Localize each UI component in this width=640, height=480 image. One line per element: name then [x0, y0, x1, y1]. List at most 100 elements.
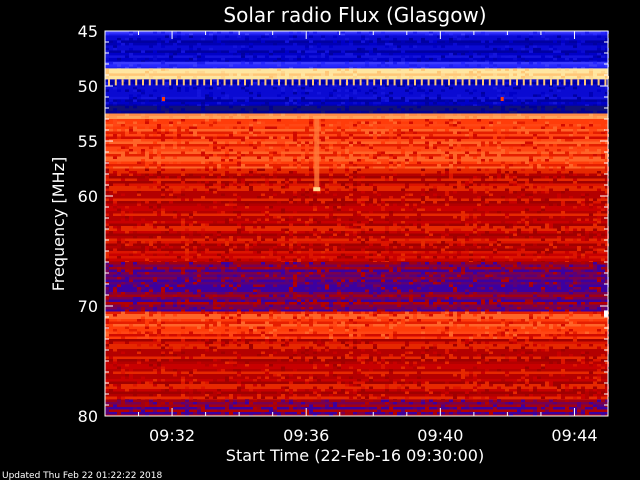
heatmap-cell	[141, 282, 145, 285]
heatmap-cell	[105, 81, 109, 85]
heatmap-cell	[117, 89, 121, 93]
heatmap-cell	[141, 84, 145, 88]
heatmap-cell	[321, 341, 325, 345]
heatmap-cell	[381, 243, 385, 247]
heatmap-cell	[153, 279, 157, 283]
heatmap-cell	[489, 218, 493, 222]
heatmap-cell	[445, 297, 449, 300]
heatmap-cell	[525, 193, 529, 197]
heatmap-cell	[237, 258, 241, 262]
heatmap-cell	[545, 113, 549, 117]
heatmap-cell	[493, 91, 497, 95]
heatmap-cell	[217, 134, 221, 137]
heatmap-cell	[273, 336, 277, 340]
heatmap-cell	[189, 126, 193, 130]
heatmap-cell	[105, 299, 109, 303]
heatmap-cell	[349, 218, 353, 222]
heatmap-cell	[225, 141, 229, 145]
heatmap-cell	[181, 89, 185, 93]
heatmap-cell	[129, 66, 133, 69]
heatmap-cell	[301, 78, 305, 80]
heatmap-cell	[573, 336, 577, 340]
heatmap-cell	[361, 101, 365, 105]
heatmap-cell	[125, 66, 129, 69]
heatmap-cell	[237, 228, 241, 232]
heatmap-cell	[525, 341, 529, 345]
heatmap-cell	[477, 334, 481, 337]
heatmap-cell	[585, 50, 589, 54]
heatmap-cell	[553, 40, 557, 44]
heatmap-cell	[345, 223, 349, 227]
heatmap-cell	[273, 86, 277, 90]
heatmap-cell	[545, 37, 549, 41]
heatmap-cell	[501, 94, 505, 98]
heatmap-cell	[297, 299, 301, 303]
heatmap-cell	[429, 279, 433, 283]
heatmap-cell	[437, 336, 441, 340]
heatmap-cell	[369, 302, 373, 305]
heatmap-cell	[509, 70, 513, 74]
heatmap-cell	[193, 231, 197, 234]
heatmap-cell	[305, 196, 309, 199]
heatmap-cell	[361, 228, 365, 232]
heatmap-cell	[449, 269, 453, 273]
heatmap-cell	[201, 79, 205, 83]
heatmap-cell	[321, 231, 325, 234]
heatmap-cell	[473, 216, 477, 219]
heatmap-cell	[481, 356, 485, 360]
heatmap-cell	[137, 161, 141, 165]
heatmap-cell	[401, 346, 405, 350]
heatmap-cell	[585, 173, 589, 177]
heatmap-cell	[233, 183, 237, 187]
heatmap-cell	[105, 213, 109, 217]
heatmap-cell	[437, 33, 441, 36]
heatmap-cell	[145, 196, 149, 199]
heatmap-row	[105, 81, 608, 85]
heatmap-cell	[337, 206, 341, 209]
heatmap-cell	[493, 238, 497, 242]
heatmap-cell	[265, 35, 269, 39]
heatmap-cell	[589, 206, 593, 209]
heatmap-cell	[381, 176, 385, 179]
heatmap-cell	[281, 272, 285, 275]
heatmap-cell	[173, 191, 177, 194]
heatmap-cell	[221, 42, 225, 46]
heatmap-cell	[469, 238, 473, 242]
heatmap-cell	[361, 309, 365, 312]
heatmap-cell	[437, 50, 441, 54]
heatmap-cell	[425, 33, 429, 36]
heatmap-cell	[249, 329, 253, 332]
heatmap-cell	[305, 264, 309, 268]
heatmap-cell	[437, 149, 441, 152]
heatmap-cell	[585, 256, 589, 259]
heatmap-cell	[109, 173, 113, 177]
heatmap-cell	[153, 282, 157, 285]
heatmap-cell	[497, 302, 501, 305]
heatmap-cell	[417, 78, 421, 80]
heatmap-cell	[445, 258, 449, 262]
heatmap-cell	[489, 264, 493, 268]
heatmap-cell	[189, 213, 193, 217]
heatmap-cell	[545, 159, 549, 162]
heatmap-cell	[301, 223, 305, 227]
heatmap-cell	[429, 33, 433, 36]
heatmap-cell	[549, 61, 553, 65]
heatmap-cell	[369, 173, 373, 177]
heatmap-cell	[313, 193, 317, 197]
heatmap-cell	[149, 331, 153, 335]
heatmap-cell	[405, 341, 409, 345]
heatmap-row	[105, 37, 608, 41]
heatmap-cell	[441, 89, 445, 93]
heatmap-cell	[509, 346, 513, 350]
heatmap-cell	[105, 346, 109, 350]
heatmap-cell	[273, 84, 277, 88]
heatmap-cell	[161, 314, 165, 317]
heatmap-cell	[173, 52, 177, 56]
heatmap-cell	[497, 110, 501, 114]
heatmap-cell	[553, 57, 557, 61]
heatmap-cell	[393, 173, 397, 177]
heatmap-cell	[249, 45, 253, 49]
heatmap-cell	[185, 84, 189, 88]
heatmap-cell	[113, 226, 117, 229]
heatmap-cell	[233, 356, 237, 360]
